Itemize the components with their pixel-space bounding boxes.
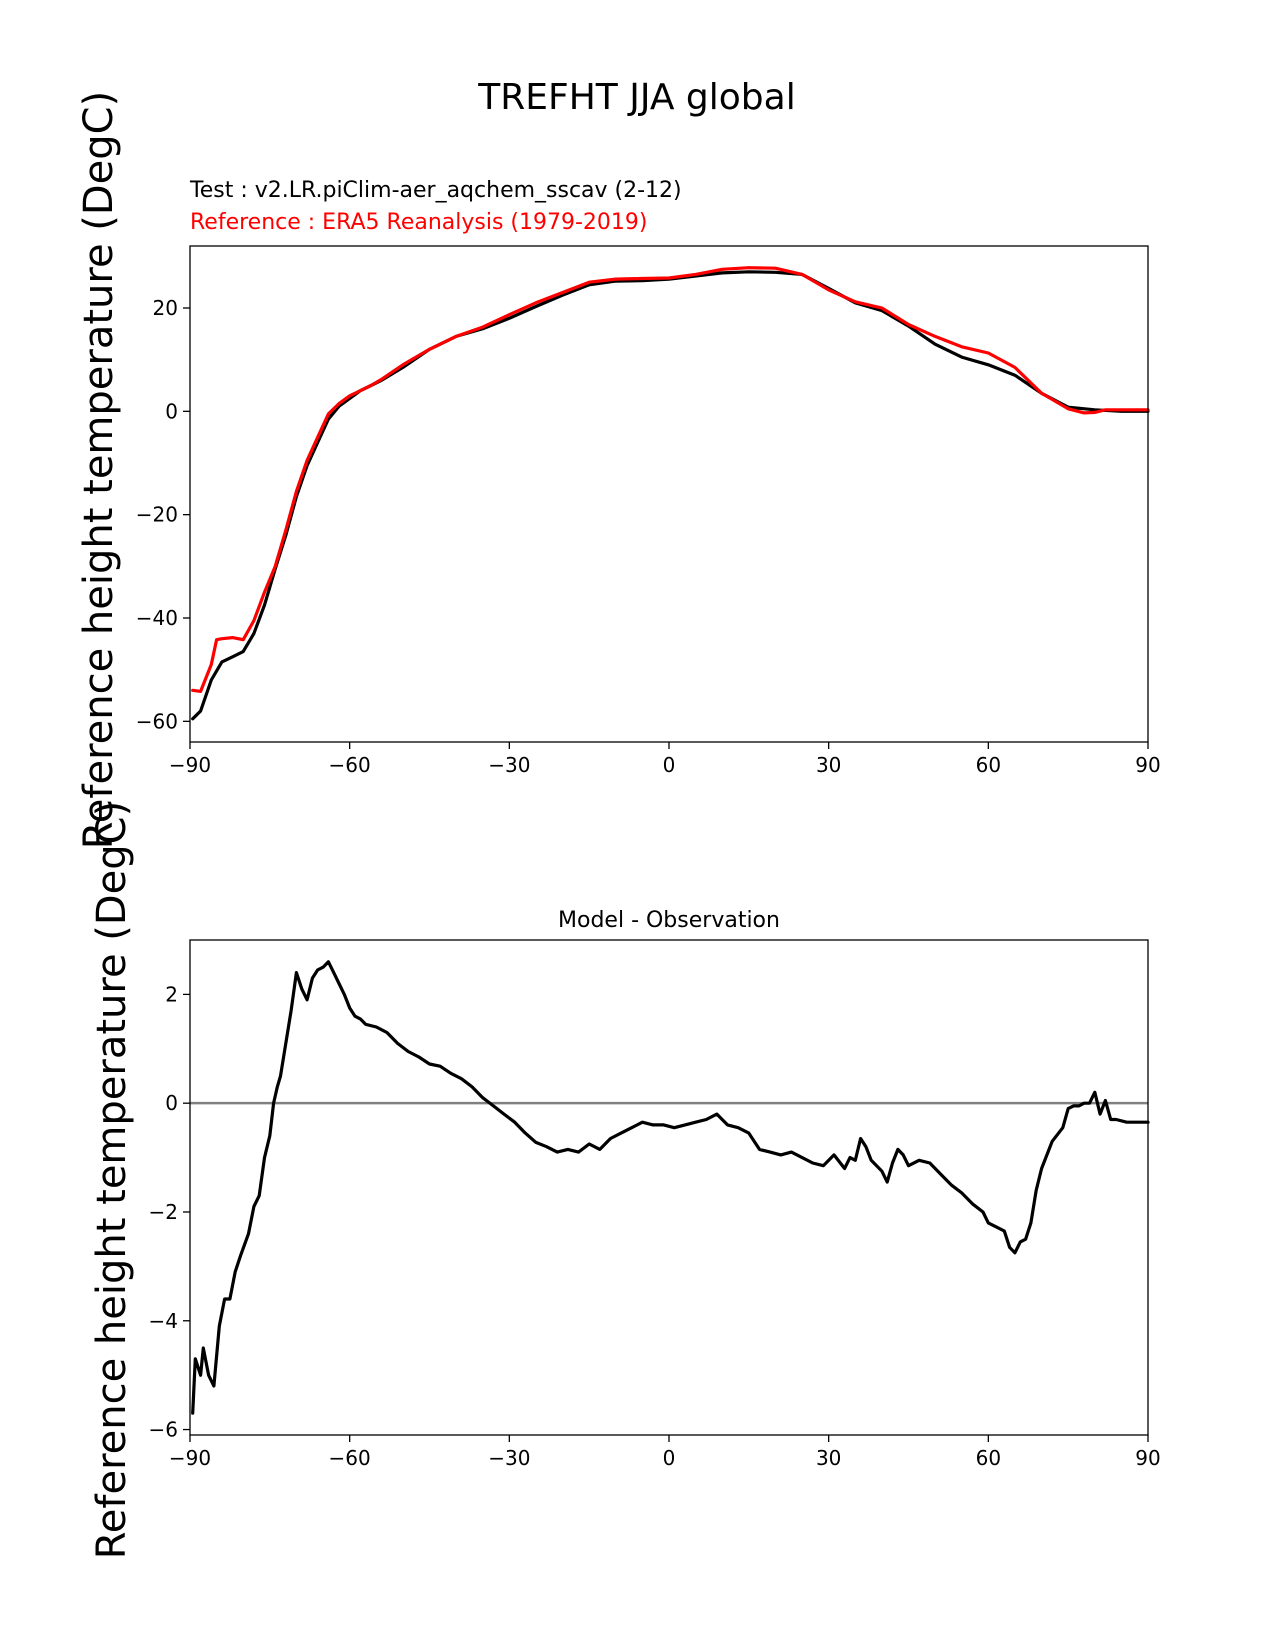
difference-series-layer (191, 960, 1150, 1415)
y-tick-label: 0 (165, 399, 178, 423)
climatology-series-layer (191, 266, 1150, 721)
x-tick-label: 0 (663, 753, 676, 777)
x-tick-label: −60 (329, 753, 371, 777)
difference-panel: Model - Observation −90 −60 −30 0 30 60 90 −6 −4… (89, 801, 1161, 1559)
y-tick-label: −60 (136, 709, 178, 733)
y-tick-label: −2 (149, 1200, 178, 1224)
y-tick-label: −20 (136, 503, 178, 527)
x-tick-label: 90 (1135, 753, 1160, 777)
x-tick-label: 30 (816, 753, 841, 777)
x-tick-label: −90 (169, 753, 211, 777)
test-label: Test : v2.LR.piClim-aer_aqchem_sscav (2-… (189, 178, 682, 203)
difference-axes-frame (189, 939, 1149, 1436)
difference-ylabel: Reference height temperature (DegC) (89, 801, 135, 1559)
series-line-model-observation (191, 960, 1150, 1415)
climatology-axes-frame (189, 245, 1149, 743)
x-tick-label: −30 (488, 1446, 530, 1470)
x-tick-label: 90 (1135, 1446, 1160, 1470)
climatology-ylabel: Reference height temperature (DegC) (76, 91, 122, 849)
x-tick-label: 30 (816, 1446, 841, 1470)
x-tick-label: 60 (976, 1446, 1001, 1470)
x-tick-label: −30 (488, 753, 530, 777)
y-tick-label: −6 (149, 1418, 178, 1442)
reference-label: Reference : ERA5 Reanalysis (1979-2019) (190, 210, 648, 235)
climatology-panel: Test : v2.LR.piClim-aer_aqchem_sscav (2-… (76, 91, 1161, 849)
x-tick-label: 60 (976, 753, 1001, 777)
climatology-tick-layer: −90 −60 −30 0 30 60 90 −60 −40 −20 0 20 (136, 296, 1161, 777)
y-tick-label: 0 (165, 1091, 178, 1115)
difference-title: Model - Observation (558, 908, 780, 933)
x-tick-label: 0 (663, 1446, 676, 1470)
y-tick-label: −40 (136, 606, 178, 630)
figure-title: TREFHT JJA global (477, 77, 795, 118)
series-line-reference (191, 266, 1150, 694)
x-tick-label: −90 (169, 1446, 211, 1470)
difference-tick-layer: −90 −60 −30 0 30 60 90 −6 −4 −2 0 2 (149, 982, 1161, 1470)
y-tick-label: 2 (165, 982, 178, 1006)
y-tick-label: −4 (149, 1309, 178, 1333)
y-tick-label: 20 (153, 296, 178, 320)
x-tick-label: −60 (329, 1446, 371, 1470)
series-line-test (191, 270, 1150, 721)
